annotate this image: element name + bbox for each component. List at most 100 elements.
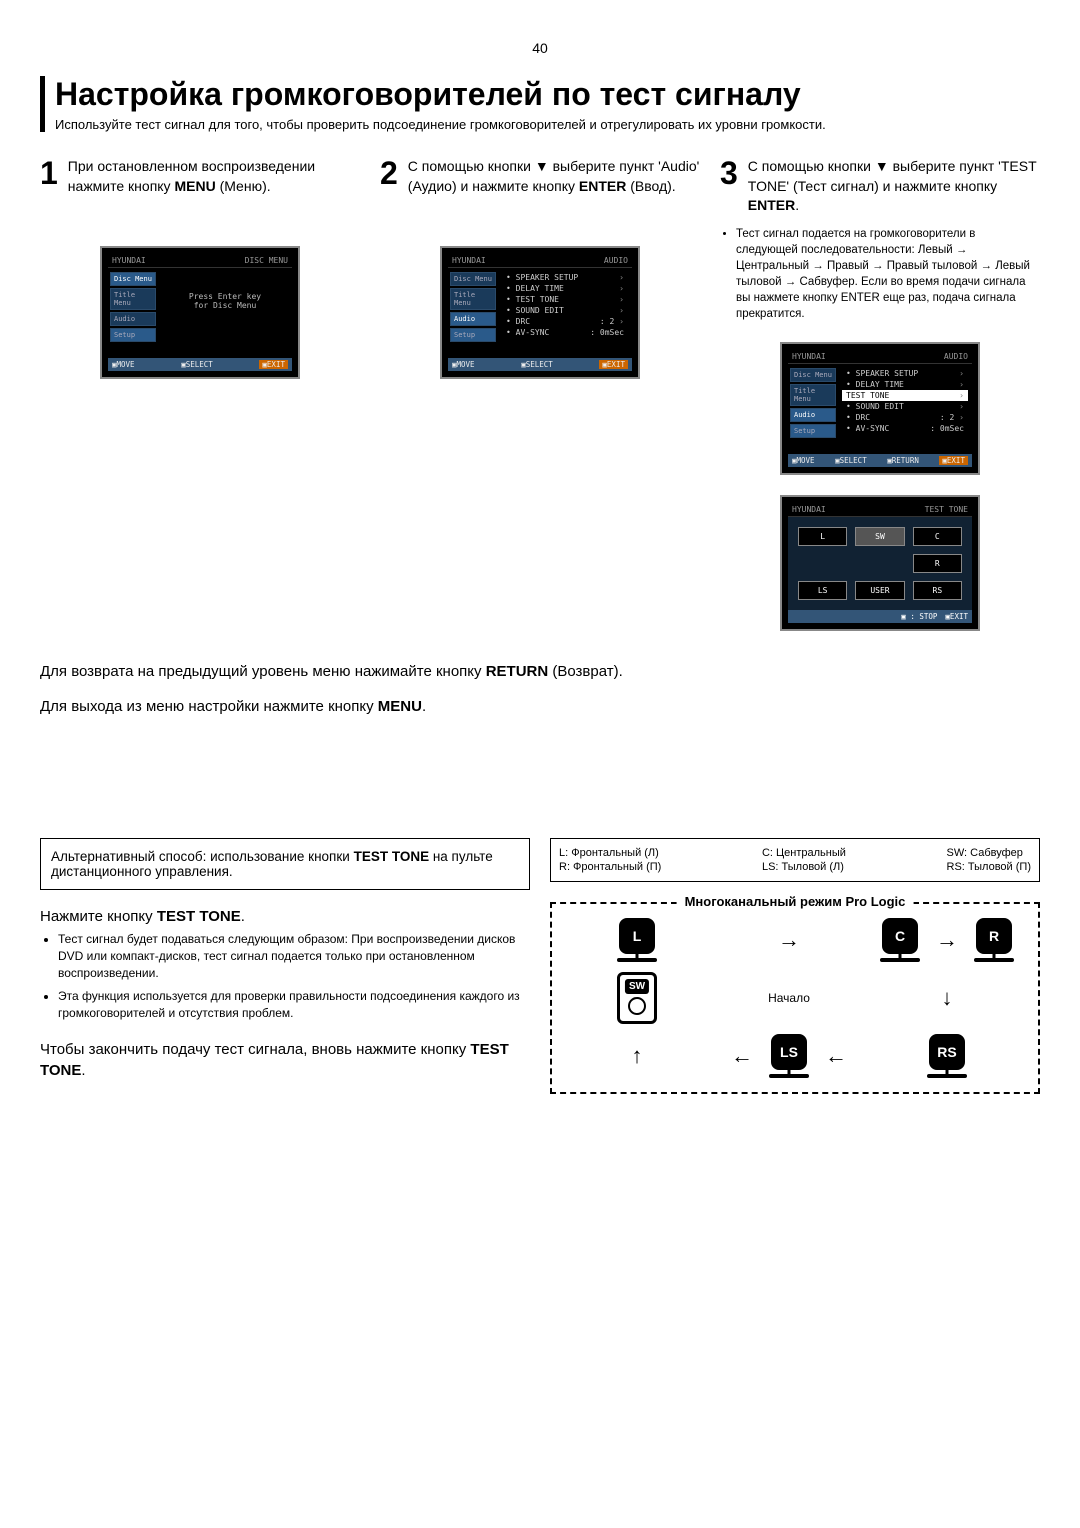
osd-brand: HYUNDAI bbox=[112, 256, 146, 265]
legend-item: LS: Тыловой (Л) bbox=[762, 861, 846, 873]
osd-hint-select: ▣SELECT bbox=[521, 360, 553, 369]
osd-brand: HYUNDAI bbox=[792, 352, 826, 361]
legend-item: L: Фронтальный (Л) bbox=[559, 847, 661, 859]
speaker-box-sw: SW bbox=[855, 527, 904, 546]
speaker-box-user: USER bbox=[855, 581, 904, 600]
speaker-label: C bbox=[882, 918, 918, 954]
osd-menu-item: • TEST TONE › bbox=[502, 294, 628, 305]
text-bold: RETURN bbox=[486, 663, 549, 680]
list-item: Тест сигнал будет подаваться следующим о… bbox=[58, 931, 530, 981]
title-block: Настройка громкоговорителей по тест сигн… bbox=[40, 76, 1040, 132]
speaker-label: L bbox=[619, 918, 655, 954]
osd-hint-select: ▣SELECT bbox=[181, 360, 213, 369]
osd-menu-item: • SOUND EDIT › bbox=[842, 401, 968, 412]
col-3: Тест сигнал подается на громкоговорители… bbox=[720, 226, 1040, 632]
step-2-number: 2 bbox=[380, 157, 398, 216]
step-2: 2 С помощью кнопки ▼ выберите пункт 'Aud… bbox=[380, 157, 700, 216]
osd-sidebar-item: Audio bbox=[450, 312, 496, 326]
osd-sidebar: Disc Menu Title Menu Audio Setup bbox=[788, 364, 838, 454]
osd-hint-exit: ▣EXIT bbox=[259, 360, 288, 369]
osd-sidebar-item: Disc Menu bbox=[790, 368, 836, 382]
text: . bbox=[422, 698, 426, 715]
down-arrow-icon: ▼ bbox=[535, 157, 549, 177]
text-bold: MENU bbox=[174, 178, 215, 194]
speaker-box-ls: LS bbox=[798, 581, 847, 600]
speaker-box-l: L bbox=[798, 527, 847, 546]
text: С помощью кнопки bbox=[408, 158, 535, 174]
arrow-down-icon: ↓ bbox=[942, 985, 953, 1011]
col-1: HYUNDAI DISC MENU Disc Menu Title Menu Au… bbox=[40, 226, 360, 632]
speaker-label: R bbox=[976, 918, 1012, 954]
osd-menu-item: • SOUND EDIT › bbox=[502, 305, 628, 316]
legend-item: SW: Сабвуфер bbox=[947, 847, 1031, 859]
osd-center-text: Press Enter key for Disc Menu bbox=[162, 292, 288, 310]
note-text: Тест сигнал подается на громкоговорители… bbox=[736, 226, 1040, 323]
arrow-up-icon: ↑ bbox=[632, 1043, 643, 1069]
osd-hint-move: ▣MOVE bbox=[452, 360, 475, 369]
text: . bbox=[81, 1062, 85, 1079]
screenshots-row: HYUNDAI DISC MENU Disc Menu Title Menu Au… bbox=[40, 226, 1040, 632]
bottom-right-col: L: Фронтальный (Л) R: Фронтальный (П) C:… bbox=[550, 838, 1040, 1094]
speaker-legend: L: Фронтальный (Л) R: Фронтальный (П) C:… bbox=[550, 838, 1040, 882]
bottom-left-col: Альтернативный способ: использование кно… bbox=[40, 838, 530, 1094]
text: Чтобы закончить подачу тест сигнала, вно… bbox=[40, 1041, 470, 1058]
page-subtitle: Используйте тест сигнал для того, чтобы … bbox=[55, 117, 1040, 132]
osd-sidebar-item: Title Menu bbox=[790, 384, 836, 406]
osd-brand: HYUNDAI bbox=[792, 505, 826, 514]
arrow-right-icon: → bbox=[778, 927, 800, 953]
list-item: Эта функция используется для проверки пр… bbox=[58, 988, 530, 1022]
speaker-label: RS bbox=[929, 1034, 965, 1070]
down-arrow-icon: ▼ bbox=[875, 157, 889, 177]
osd-screenshot-1: HYUNDAI DISC MENU Disc Menu Title Menu Au… bbox=[100, 246, 300, 379]
start-label: Начало bbox=[768, 991, 810, 1005]
speaker-box-r: R bbox=[913, 554, 962, 573]
osd-menu-item: • DELAY TIME › bbox=[502, 283, 628, 294]
osd-section: DISC MENU bbox=[245, 256, 288, 265]
osd-sidebar-item: Setup bbox=[450, 328, 496, 342]
text: Press Enter key bbox=[162, 292, 288, 301]
text: Нажмите кнопку bbox=[40, 908, 157, 925]
pro-logic-diagram: Многоканальный режим Pro Logic L → C → R… bbox=[550, 902, 1040, 1094]
text: . bbox=[241, 908, 245, 925]
step-3-note: Тест сигнал подается на громкоговорители… bbox=[720, 226, 1040, 323]
osd-hint-exit: ▣EXIT bbox=[939, 456, 968, 465]
text: for Disc Menu bbox=[162, 301, 288, 310]
osd-sidebar: Disc Menu Title Menu Audio Setup bbox=[448, 268, 498, 358]
legend-item: RS: Тыловой (П) bbox=[947, 861, 1031, 873]
step-3: 3 С помощью кнопки ▼ выберите пункт 'TES… bbox=[720, 157, 1040, 216]
osd-menu-item: • DRC: 2 › bbox=[842, 412, 968, 423]
alternative-method-box: Альтернативный способ: использование кно… bbox=[40, 838, 530, 890]
text: Альтернативный способ: использование кно… bbox=[51, 849, 354, 864]
osd-menu-item: • SPEAKER SETUP › bbox=[842, 368, 968, 379]
osd-main: • SPEAKER SETUP ›• DELAY TIME ›• TEST TO… bbox=[498, 268, 632, 358]
speaker-c-icon: C bbox=[870, 918, 930, 962]
text: . bbox=[795, 197, 799, 213]
speaker-box-c: C bbox=[913, 527, 962, 546]
speaker-label: SW bbox=[625, 979, 649, 994]
text-bold: TEST TONE bbox=[354, 849, 430, 864]
step-2-text: С помощью кнопки ▼ выберите пункт 'Audio… bbox=[408, 157, 700, 216]
text: Для возврата на предыдущий уровень меню … bbox=[40, 663, 486, 680]
arrow-left-icon: ← bbox=[825, 1043, 847, 1069]
speaker-ls-icon: LS bbox=[759, 1034, 819, 1078]
osd-menu-item: • AV-SYNC: 0mSec bbox=[502, 327, 628, 338]
osd-menu-item: TEST TONE › bbox=[842, 390, 968, 401]
osd-sidebar-item: Audio bbox=[790, 408, 836, 422]
speaker-l-icon: L bbox=[607, 918, 667, 962]
text: (Ввод). bbox=[626, 178, 675, 194]
osd-sidebar-item: Title Menu bbox=[110, 288, 156, 310]
speaker-label: LS bbox=[771, 1034, 807, 1070]
return-instructions: Для возврата на предыдущий уровень меню … bbox=[40, 661, 1040, 718]
osd-brand: HYUNDAI bbox=[452, 256, 486, 265]
text: (Возврат). bbox=[548, 663, 623, 680]
osd-hint-exit: ▣EXIT bbox=[599, 360, 628, 369]
diagram-title: Многоканальный режим Pro Logic bbox=[677, 894, 914, 909]
speaker-sw-icon: SW bbox=[617, 972, 657, 1024]
osd-sidebar: Disc Menu Title Menu Audio Setup bbox=[108, 268, 158, 358]
step-1: 1 При остановленном воспроизведении нажм… bbox=[40, 157, 360, 216]
speaker-r-icon: R bbox=[964, 918, 1024, 962]
osd-section: TEST TONE bbox=[925, 505, 968, 514]
step-3-text: С помощью кнопки ▼ выберите пункт 'TEST … bbox=[748, 157, 1040, 216]
osd-menu-item: • SPEAKER SETUP › bbox=[502, 272, 628, 283]
osd-hint-exit: ▣EXIT bbox=[945, 612, 968, 621]
